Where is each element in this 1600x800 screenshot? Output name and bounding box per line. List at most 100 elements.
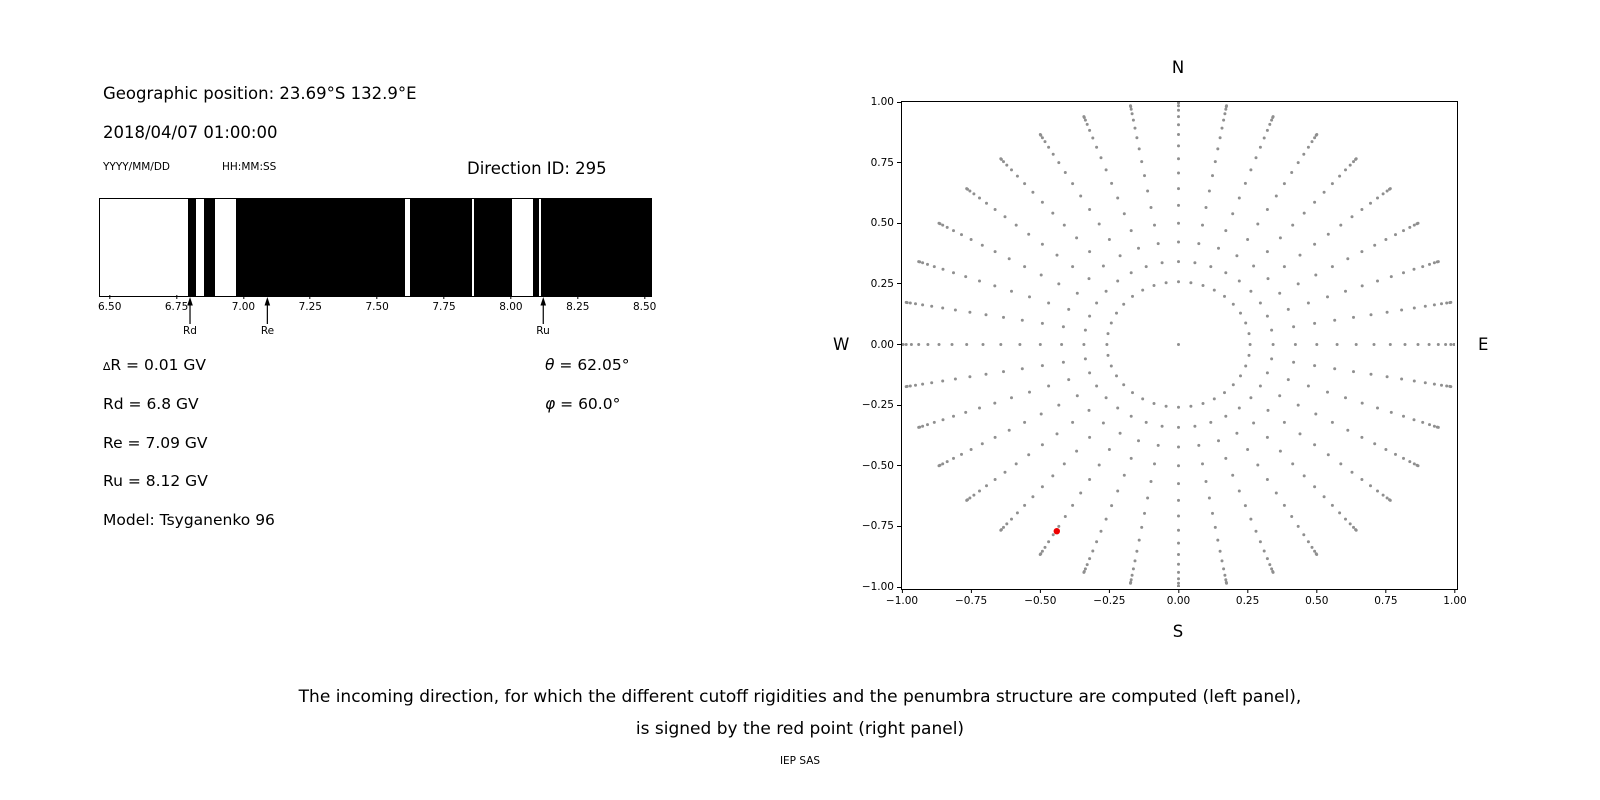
grid-dot [1412, 379, 1416, 383]
grid-dot [1271, 115, 1275, 119]
grid-dot [1254, 529, 1258, 533]
grid-dot [1095, 540, 1099, 544]
grid-dot [1262, 549, 1266, 553]
grid-dot [917, 425, 921, 429]
grid-dot [952, 414, 955, 418]
grid-dot [1339, 462, 1343, 466]
tick-mark [176, 295, 178, 299]
grid-dot [1015, 511, 1019, 515]
grid-dot [908, 301, 912, 305]
grid-dot [1369, 201, 1372, 205]
grid-dot [1177, 203, 1180, 207]
grid-dot [993, 401, 997, 405]
tick-label: −0.75 [861, 520, 894, 533]
grid-dot [1047, 540, 1051, 544]
grid-dot [1106, 332, 1110, 336]
grid-dot [1265, 557, 1269, 561]
model-label: Model: Tsyganenko 96 [103, 511, 275, 529]
grid-dot [1040, 549, 1044, 553]
grid-dot [1282, 182, 1286, 186]
tick-mark [443, 295, 445, 299]
grid-dot [1063, 171, 1067, 174]
grid-dot [1225, 581, 1228, 585]
penumbra-band [204, 199, 215, 296]
grid-dot [1384, 238, 1388, 241]
grid-dot [1122, 383, 1126, 387]
grid-dot [1201, 462, 1204, 466]
grid-dot [1296, 161, 1300, 165]
grid-dot [1258, 384, 1262, 388]
tick-label: 6.50 [97, 301, 122, 313]
grid-dot [1213, 160, 1217, 164]
grid-dot [1444, 343, 1448, 346]
grid-dot [1286, 307, 1290, 311]
grid-dot [1099, 156, 1103, 160]
grid-dot [1268, 122, 1272, 126]
grid-dot [1129, 229, 1133, 233]
grid-dot [1436, 260, 1440, 264]
grid-dot [1047, 301, 1051, 305]
grid-dot [1239, 311, 1242, 315]
grid-dot [1177, 115, 1180, 119]
grid-dot [1223, 573, 1227, 577]
grid-dot [1212, 397, 1216, 401]
grid-dot [914, 383, 917, 387]
grid-dot [1265, 314, 1269, 318]
grid-dot [953, 308, 957, 312]
grid-dot [1360, 250, 1364, 254]
grid-dot [1088, 557, 1092, 561]
grid-dot [1306, 301, 1310, 305]
grid-dot [1088, 314, 1092, 318]
grid-dot [937, 343, 941, 346]
grid-dot [1278, 291, 1282, 295]
grid-dot [1290, 171, 1294, 174]
marker-label: Ru [536, 325, 550, 337]
tick-label: 0.00 [870, 338, 894, 351]
grid-dot [1177, 123, 1180, 127]
grid-dot [1003, 215, 1007, 219]
grid-dot [1282, 265, 1286, 269]
grid-dot [1218, 549, 1222, 553]
grid-dot [1243, 181, 1247, 185]
grid-dot [1014, 223, 1018, 227]
penumbra-band [236, 199, 405, 296]
grid-dot [1014, 462, 1018, 466]
grid-dot [1265, 478, 1269, 481]
grid-dot [1038, 553, 1042, 556]
grid-dot [1130, 112, 1134, 116]
grid-dot [1133, 126, 1137, 130]
grid-dot [1256, 222, 1260, 226]
penumbra-x-tick: 7.25 [299, 295, 322, 313]
grid-dot [1385, 496, 1389, 500]
penumbra-x-tick: 8.25 [566, 295, 589, 313]
grid-dot [1296, 524, 1300, 528]
grid-dot [1057, 161, 1061, 165]
grid-dot [1075, 291, 1079, 295]
grid-dot [941, 379, 945, 383]
compass-east-label: E [1478, 335, 1489, 354]
re-value-label: Re = 7.09 GV [103, 434, 208, 452]
tick-label: 1.00 [870, 96, 894, 108]
grid-dot [1354, 343, 1358, 346]
grid-dot [952, 229, 955, 233]
grid-dot [1258, 301, 1262, 305]
tick-mark [1385, 589, 1387, 593]
grid-dot [1152, 402, 1156, 405]
grid-dot [1177, 528, 1180, 532]
grid-dot [1177, 541, 1180, 545]
grid-dot [952, 271, 955, 275]
grid-dot [1177, 104, 1180, 108]
grid-dot [1177, 133, 1180, 136]
grid-dot [1306, 540, 1310, 544]
grid-dot [1149, 206, 1153, 209]
tick-label: 7.50 [365, 301, 389, 313]
grid-dot [1146, 496, 1150, 500]
up-arrow-icon [540, 297, 546, 324]
tick-label: 0.25 [870, 277, 894, 290]
grid-dot [1389, 275, 1393, 279]
grid-dot [941, 306, 945, 310]
grid-dot [981, 343, 985, 346]
tick-mark [577, 295, 579, 299]
direction-y-tick: 0.00 [871, 339, 901, 351]
grid-dot [1201, 284, 1205, 287]
